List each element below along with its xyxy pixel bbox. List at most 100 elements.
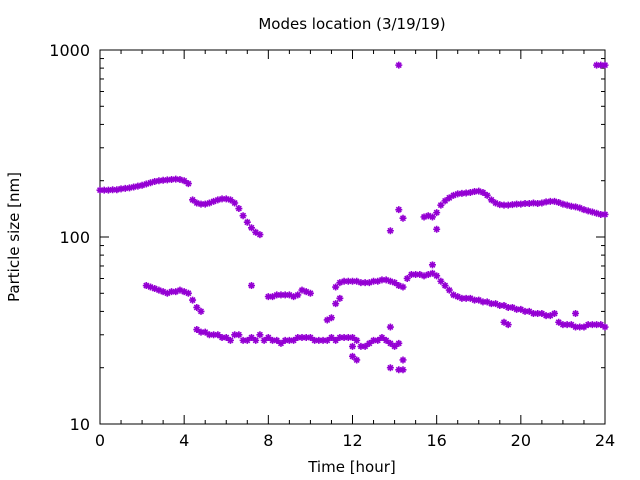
data-point bbox=[458, 189, 466, 197]
x-tick-label: 0 bbox=[95, 431, 105, 450]
data-point bbox=[538, 199, 546, 207]
data-point bbox=[210, 197, 218, 205]
data-point bbox=[466, 294, 474, 302]
data-point bbox=[277, 339, 285, 347]
data-point bbox=[319, 336, 327, 344]
data-point bbox=[462, 294, 470, 302]
data-point bbox=[462, 189, 470, 197]
data-point bbox=[125, 184, 133, 192]
data-point bbox=[336, 279, 344, 287]
x-axis: 0 4 8 12 16 20 24 bbox=[95, 50, 615, 450]
data-point bbox=[546, 312, 554, 320]
data-point bbox=[210, 331, 218, 339]
data-point bbox=[407, 271, 415, 279]
data-point bbox=[163, 176, 171, 184]
data-point bbox=[349, 342, 356, 350]
data-point bbox=[264, 334, 272, 342]
data-point bbox=[184, 180, 192, 188]
data-point bbox=[428, 213, 436, 221]
data-point bbox=[315, 336, 323, 344]
data-point bbox=[306, 334, 314, 342]
data-point bbox=[273, 336, 281, 344]
data-point bbox=[256, 231, 264, 239]
data-point bbox=[214, 331, 222, 339]
data-point bbox=[159, 176, 167, 184]
data-point bbox=[290, 293, 298, 301]
data-point bbox=[466, 188, 474, 196]
data-point bbox=[172, 175, 180, 183]
data-point bbox=[450, 191, 457, 199]
data-point bbox=[357, 342, 365, 350]
chart-title: Modes location (3/19/19) bbox=[258, 15, 445, 33]
data-point bbox=[269, 336, 277, 344]
data-point bbox=[311, 336, 319, 344]
data-point bbox=[445, 286, 453, 294]
data-point bbox=[500, 302, 508, 310]
plot-border bbox=[99, 49, 606, 425]
data-point bbox=[529, 309, 537, 317]
data-point bbox=[374, 336, 382, 344]
data-point bbox=[340, 334, 348, 342]
plot-frame bbox=[99, 49, 606, 425]
data-point bbox=[395, 282, 403, 290]
data-point bbox=[391, 279, 399, 287]
data-point bbox=[273, 291, 281, 299]
data-point bbox=[378, 276, 386, 284]
data-point bbox=[559, 200, 567, 208]
data-point bbox=[555, 318, 563, 326]
data-point bbox=[336, 294, 344, 302]
data-point bbox=[597, 210, 605, 218]
data-point bbox=[218, 195, 226, 203]
data-point bbox=[193, 303, 201, 311]
data-point bbox=[555, 198, 563, 206]
data-point bbox=[248, 282, 255, 290]
data-point bbox=[189, 196, 197, 204]
data-point bbox=[386, 323, 394, 331]
data-point bbox=[525, 200, 533, 208]
data-point bbox=[235, 331, 243, 339]
data-point bbox=[504, 303, 512, 311]
data-point bbox=[437, 277, 445, 285]
data-point bbox=[403, 274, 411, 282]
x-axis-title: Time [hour] bbox=[307, 458, 396, 476]
data-point bbox=[508, 303, 516, 311]
data-point bbox=[340, 277, 348, 285]
data-point bbox=[96, 186, 104, 194]
data-point bbox=[180, 288, 188, 296]
data-point bbox=[386, 364, 394, 372]
data-point bbox=[353, 336, 361, 344]
data-point bbox=[113, 186, 121, 194]
data-point bbox=[513, 305, 521, 313]
data-point bbox=[529, 199, 537, 207]
data-point bbox=[109, 186, 117, 194]
data-point bbox=[572, 323, 580, 331]
data-point bbox=[323, 316, 331, 324]
data-point bbox=[597, 321, 605, 329]
data-point bbox=[285, 336, 293, 344]
data-point bbox=[243, 336, 251, 344]
data-point bbox=[239, 336, 247, 344]
data-point bbox=[445, 194, 453, 202]
data-point bbox=[395, 366, 403, 374]
data-point bbox=[344, 277, 352, 285]
data-point bbox=[159, 288, 167, 296]
data-point bbox=[399, 356, 407, 364]
data-point bbox=[386, 339, 394, 347]
data-point bbox=[142, 282, 150, 290]
data-point bbox=[260, 336, 268, 344]
data-point bbox=[336, 334, 344, 342]
data-point bbox=[454, 293, 462, 301]
data-point bbox=[147, 179, 154, 187]
data-point bbox=[231, 199, 239, 207]
data-point bbox=[479, 188, 487, 196]
data-point bbox=[121, 184, 129, 192]
y-axis: 10 100 1000 bbox=[49, 41, 605, 434]
data-point bbox=[353, 356, 361, 364]
data-point bbox=[134, 182, 142, 190]
data-point bbox=[399, 283, 407, 291]
data-point bbox=[580, 323, 588, 331]
data-point bbox=[239, 212, 247, 220]
data-point bbox=[580, 206, 588, 214]
data-point bbox=[513, 200, 521, 208]
data-point bbox=[500, 201, 508, 209]
